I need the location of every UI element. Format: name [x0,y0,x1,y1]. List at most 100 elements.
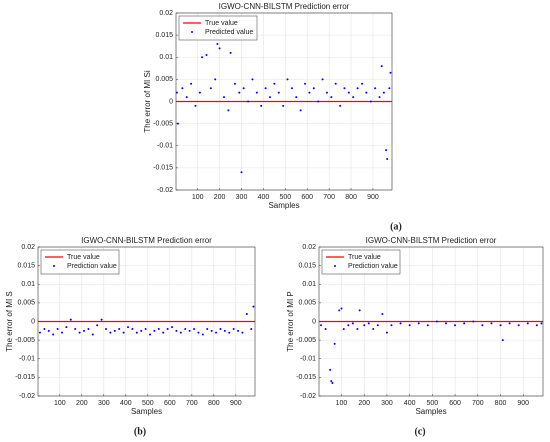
x-axis-label: Samples [415,407,446,416]
point [338,309,341,312]
point [435,320,438,323]
point [209,87,212,90]
point [184,327,187,330]
point [201,333,204,336]
point [299,109,302,112]
x-tick-label: 100 [192,194,204,201]
x-tick-label: 800 [495,400,507,407]
point [390,324,393,327]
point [105,327,108,330]
panel-label: (a) [390,221,402,232]
point [162,331,165,334]
point [127,326,130,329]
point [198,91,201,94]
point [113,329,116,332]
legend-label: True value [205,20,238,27]
point [194,104,197,107]
x-tick-label: 600 [164,400,176,407]
point [526,322,529,325]
point [223,329,226,332]
legend-marker [191,31,193,33]
point [216,42,219,45]
point [365,91,368,94]
point [286,78,289,81]
point [340,307,343,310]
point [255,91,258,94]
point [144,327,147,330]
point [175,91,178,94]
point [91,333,94,336]
point [463,322,466,325]
x-tick-label: 800 [208,400,220,407]
point [228,331,231,334]
y-tick-label: -0.01 [157,143,173,150]
y-tick-label: -0.02 [300,393,316,400]
axes-frame [175,12,393,191]
x-tick-label: 900 [230,400,242,407]
point [227,109,230,112]
legend-marker [334,265,336,267]
point [376,324,379,327]
y-tick-label: -0.01 [300,356,316,363]
point [385,331,388,334]
point [295,96,298,99]
point [149,333,152,336]
point [233,82,236,85]
x-tick-label: 200 [214,194,226,201]
point [74,327,77,330]
point [282,104,285,107]
point [372,327,375,330]
point [347,91,350,94]
point [356,327,359,330]
point [190,82,193,85]
legend-box [40,249,120,275]
point [181,87,184,90]
x-axis-label: Samples [268,201,299,210]
point [426,324,429,327]
point [308,91,311,94]
x-tick-label: 700 [186,400,198,407]
x-tick-label: 300 [381,400,393,407]
y-tick-label: 0.01 [302,281,316,288]
point [241,331,244,334]
x-tick-label: 600 [301,194,313,201]
point [96,324,99,327]
point [334,82,337,85]
x-tick-label: 400 [404,400,416,407]
point [367,322,370,325]
point [245,313,248,316]
x-tick-label: 300 [98,400,110,407]
point [264,87,267,90]
point [122,331,125,334]
point [363,324,366,327]
x-tick-label: 500 [427,400,439,407]
point [65,326,68,329]
point [188,329,191,332]
point [60,331,63,334]
x-tick-label: 700 [323,194,335,201]
point [324,327,327,330]
point [52,333,55,336]
y-tick-label: 0.015 [298,262,316,269]
point [317,100,320,103]
y-tick-label: 0.015 [17,262,35,269]
point [157,327,160,330]
point [330,96,333,99]
y-tick-label: -0.015 [153,165,173,172]
point [229,51,232,54]
point [237,329,240,332]
point [312,87,315,90]
point [185,96,188,99]
x-tick-label: 900 [517,400,529,407]
panel-label: (b) [134,426,146,437]
x-tick-label: 900 [367,194,379,201]
point [374,87,377,90]
x-tick-label: 100 [336,400,348,407]
point [273,82,276,85]
point [381,313,384,316]
y-tick-label: 0.005 [17,300,35,307]
point [38,331,41,334]
x-tick-label: 100 [54,400,66,407]
point [330,380,333,383]
